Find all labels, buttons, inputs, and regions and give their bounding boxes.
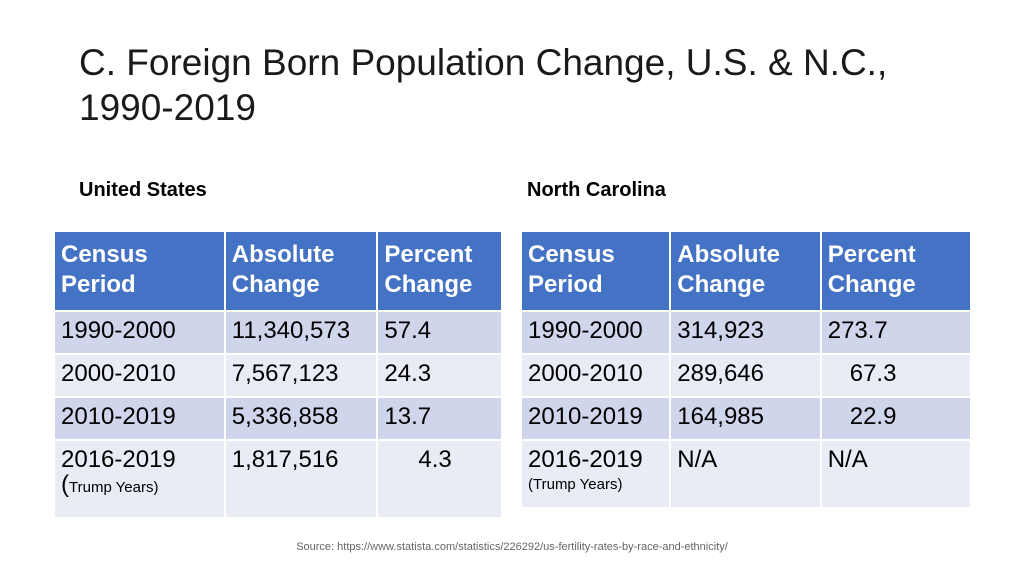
absolute-cell: 164,985 [669, 396, 822, 441]
percent-cell: 4.3 [376, 439, 503, 519]
period-cell: 2016-2019 (Trump Years) [519, 439, 672, 509]
period-note: (Trump Years) [528, 476, 623, 493]
nc-section-heading: North Carolina [527, 179, 666, 201]
period-cell: 2000-2010 [519, 353, 672, 398]
percent-cell: 13.7 [376, 396, 503, 441]
table-row: 1990-2000 11,340,573 57.4 [53, 310, 503, 355]
absolute-cell: N/A [669, 439, 822, 509]
table-row: 2010-2019 5,336,858 13.7 [53, 396, 503, 441]
table-row: 2016-2019 (Trump Years) N/A N/A [519, 439, 973, 509]
header-census-period: Census Period [53, 230, 226, 312]
absolute-cell: 1,817,516 [223, 439, 379, 519]
percent-cell: 24.3 [376, 353, 503, 398]
percent-cell: 22.9 [819, 396, 973, 441]
table-header-row: Census Period Absolute Change Percent Ch… [519, 230, 973, 312]
source-citation: Source: https://www.statista.com/statist… [296, 541, 728, 553]
period-cell: 2000-2010 [53, 353, 226, 398]
table-row: 2000-2010 7,567,123 24.3 [53, 353, 503, 398]
period-text: 2016-2019 [61, 446, 176, 473]
header-absolute-change: Absolute Change [669, 230, 822, 312]
period-cell: 2010-2019 [53, 396, 226, 441]
table-row: 2000-2010 289,646 67.3 [519, 353, 973, 398]
absolute-cell: 314,923 [669, 310, 822, 355]
percent-cell: N/A [819, 439, 973, 509]
period-cell: 2010-2019 [519, 396, 672, 441]
header-absolute-change: Absolute Change [223, 230, 379, 312]
note-paren: ( [61, 471, 69, 498]
table-row: 2010-2019 164,985 22.9 [519, 396, 973, 441]
note-text: Trump Years) [69, 479, 159, 496]
table-row: 1990-2000 314,923 273.7 [519, 310, 973, 355]
table-header-row: Census Period Absolute Change Percent Ch… [53, 230, 503, 312]
absolute-cell: 5,336,858 [223, 396, 379, 441]
us-table: Census Period Absolute Change Percent Ch… [53, 230, 503, 519]
nc-table: Census Period Absolute Change Percent Ch… [519, 230, 973, 509]
header-percent-change: Percent Change [376, 230, 503, 312]
absolute-cell: 7,567,123 [223, 353, 379, 398]
slide-title: C. Foreign Born Population Change, U.S. … [79, 42, 888, 128]
us-section-heading: United States [79, 179, 207, 201]
percent-cell: 273.7 [819, 310, 973, 355]
period-cell: 2016-2019 (Trump Years) [53, 439, 226, 519]
period-text: 2016-2019 [528, 446, 643, 473]
header-census-period: Census Period [519, 230, 672, 312]
header-percent-change: Percent Change [819, 230, 973, 312]
percent-cell: 57.4 [376, 310, 503, 355]
percent-cell: 67.3 [819, 353, 973, 398]
period-cell: 1990-2000 [519, 310, 672, 355]
period-note: (Trump Years) [61, 473, 218, 498]
absolute-cell: 11,340,573 [223, 310, 379, 355]
absolute-cell: 289,646 [669, 353, 822, 398]
table-row: 2016-2019 (Trump Years) 1,817,516 4.3 [53, 439, 503, 519]
period-cell: 1990-2000 [53, 310, 226, 355]
